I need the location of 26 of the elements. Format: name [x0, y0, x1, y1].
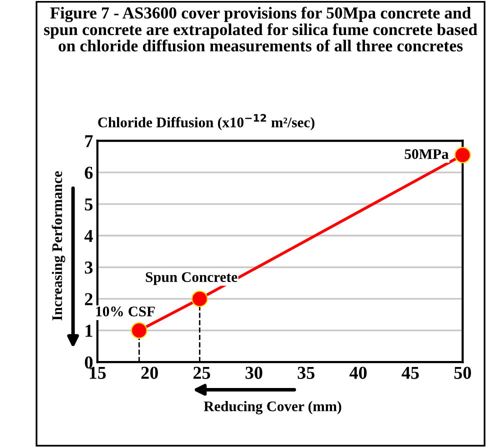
y-tick-label: 6 — [84, 166, 93, 179]
y-tick-label: 1 — [86, 324, 92, 337]
annotation: 50MPa — [404, 149, 449, 160]
y-tick-label: 7 — [85, 135, 93, 148]
annotation: 10% CSF — [96, 306, 155, 316]
x-tick-label: 45 — [402, 366, 419, 379]
x-tick-label: 40 — [350, 366, 367, 379]
x-tick-label: 15 — [90, 366, 106, 379]
x-tick-label: 25 — [193, 366, 210, 379]
x-tick-label: 35 — [298, 366, 314, 379]
x-tick-label: 30 — [246, 366, 262, 379]
text: Increasing Performance — [52, 171, 66, 320]
y-axis-title: Chloride Diffusion (x10$^{−12}$ m²/sec) — [98, 114, 314, 130]
y-tick-label: 5 — [84, 198, 93, 210]
y-tick-label: 4 — [84, 230, 93, 242]
x-tick-label: 50 — [454, 366, 471, 379]
x-axis-title: Reducing Cover (mm) — [204, 400, 342, 414]
point — [130, 322, 148, 339]
point — [191, 290, 208, 308]
point — [454, 146, 471, 164]
x-tick-label: 20 — [141, 366, 158, 379]
y-tick-label: 0 — [84, 356, 93, 369]
y-tick-label: 3 — [84, 262, 93, 274]
annotation: Spun Concrete — [146, 272, 238, 285]
chart-title: Figure 7 - AS3600 cover provisions for 50Mpa concrete and spun concrete are extrapolated for silica fume concrete based on chloride diffusion measurements of all three concretes — [44, 6, 478, 52]
y-tick-label: 2 — [84, 293, 92, 306]
